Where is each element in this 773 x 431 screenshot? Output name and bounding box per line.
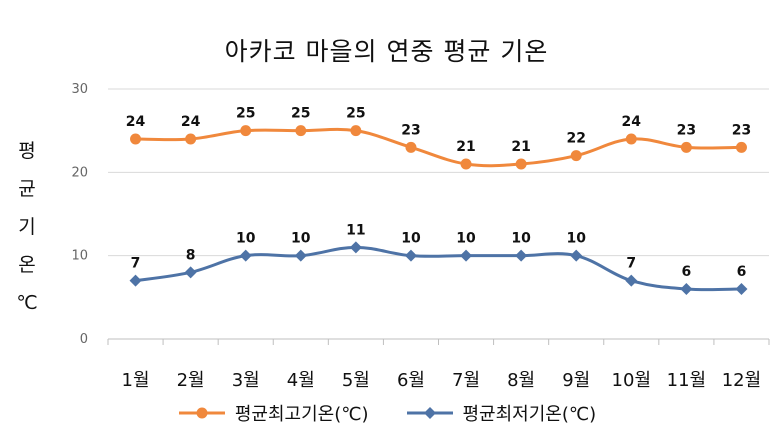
data-label: 10	[291, 231, 311, 247]
data-label: 10	[456, 231, 476, 247]
data-point	[239, 249, 252, 262]
x-tick-label: 9월	[562, 370, 590, 391]
x-tick-label: 8월	[507, 370, 535, 391]
data-label: 10	[566, 231, 586, 247]
data-label: 8	[186, 247, 196, 263]
data-point	[294, 249, 307, 262]
x-tick-label: 1월	[122, 370, 150, 391]
data-point	[570, 150, 582, 162]
data-point	[680, 141, 692, 153]
x-tick-label: 2월	[177, 370, 205, 391]
data-point	[184, 266, 197, 279]
data-point	[460, 249, 473, 262]
x-tick-label: 3월	[232, 370, 260, 391]
x-tick-label: 4월	[287, 370, 315, 391]
data-point	[625, 274, 638, 287]
legend-label-high: 평균최고기온(℃)	[234, 404, 369, 425]
x-tick-label: 6월	[397, 370, 425, 391]
y-axis-label-char: 온	[18, 254, 36, 276]
series-line-high	[135, 127, 742, 168]
y-axis-label-char: 균	[18, 178, 36, 200]
data-label: 6	[682, 264, 692, 280]
series-line-low	[135, 245, 742, 292]
data-point	[240, 125, 252, 137]
y-tick-label: 20	[71, 165, 88, 180]
y-tick-label: 10	[71, 249, 88, 264]
chart-title: 아카코 마을의 연중 평균 기온	[224, 37, 549, 66]
legend-item-high: 평균최고기온(℃)	[177, 400, 369, 426]
data-point	[404, 249, 417, 262]
y-tick-label: 0	[80, 332, 88, 347]
data-label: 25	[291, 106, 310, 122]
data-label: 23	[401, 122, 420, 138]
data-label: 21	[511, 139, 530, 155]
data-point	[129, 274, 142, 287]
data-label: 21	[456, 139, 475, 155]
data-point	[295, 125, 307, 137]
data-point	[460, 158, 472, 170]
data-point	[625, 133, 637, 145]
data-point	[350, 125, 362, 137]
legend-label-low: 평균최저기온(℃)	[462, 404, 597, 425]
y-axis-label-char: 기	[18, 216, 36, 238]
data-label: 24	[126, 114, 146, 130]
legend-item-low: 평균최저기온(℃)	[405, 400, 597, 426]
data-label: 11	[346, 222, 365, 238]
data-label: 24	[181, 114, 201, 130]
data-point	[570, 249, 583, 262]
data-label: 6	[737, 264, 747, 280]
x-tick-label: 12월	[722, 370, 761, 391]
y-axis-label-char: ℃	[16, 292, 38, 314]
legend: 평균최고기온(℃) 평균최저기온(℃)	[0, 400, 773, 426]
y-axis-label-char: 평	[18, 140, 36, 162]
data-point	[735, 283, 748, 295]
legend-swatch-circle-icon	[178, 407, 225, 419]
x-tick-label: 7월	[452, 370, 480, 391]
data-label: 7	[626, 256, 636, 272]
data-label: 22	[566, 131, 585, 147]
x-tick-label: 10월	[612, 370, 651, 391]
data-point	[515, 249, 528, 262]
data-label: 24	[622, 114, 642, 130]
data-label: 23	[677, 122, 696, 138]
data-label: 10	[511, 231, 531, 247]
data-label: 10	[401, 231, 421, 247]
data-point	[185, 133, 197, 145]
data-label: 25	[346, 106, 365, 122]
y-axis-label: 평 균 기 온 ℃	[14, 132, 40, 322]
data-point	[680, 283, 693, 295]
data-label: 23	[732, 122, 751, 138]
data-point	[349, 241, 362, 254]
data-point	[515, 158, 527, 170]
x-tick-label: 5월	[342, 370, 370, 391]
legend-swatch-diamond-icon	[406, 407, 453, 419]
data-point	[130, 133, 142, 145]
y-tick-label: 30	[71, 82, 88, 97]
data-point	[405, 141, 417, 153]
data-label: 7	[131, 256, 141, 272]
x-tick-label: 11월	[667, 370, 706, 391]
data-point	[735, 141, 747, 153]
data-label: 10	[236, 231, 256, 247]
data-label: 25	[236, 106, 255, 122]
